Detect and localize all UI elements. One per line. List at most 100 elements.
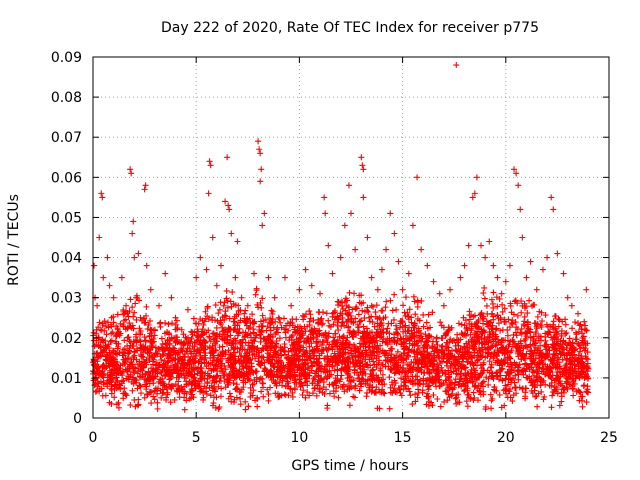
data-point: [408, 327, 415, 334]
data-point: [528, 355, 535, 362]
data-point: [418, 369, 425, 376]
data-point: [475, 356, 482, 363]
data-point: [263, 372, 270, 379]
data-point: [370, 358, 377, 365]
data-point: [377, 367, 384, 374]
data-point: [105, 341, 112, 348]
data-point: [333, 356, 340, 363]
data-point: [103, 331, 110, 338]
data-point: [458, 330, 465, 337]
data-point: [192, 320, 199, 327]
data-point: [410, 324, 417, 331]
data-point: [250, 329, 257, 336]
data-point: [516, 361, 523, 368]
data-point: [216, 333, 223, 340]
data-point: [268, 373, 275, 380]
data-point: [252, 397, 259, 404]
data-point: [252, 355, 259, 362]
data-point: [331, 393, 338, 400]
data-point: [425, 352, 432, 359]
data-point: [557, 381, 564, 388]
data-point: [335, 359, 342, 366]
data-point: [329, 270, 336, 277]
data-point: [314, 347, 321, 354]
data-point: [133, 331, 140, 338]
data-point: [532, 339, 539, 346]
data-point: [108, 330, 115, 337]
data-point: [291, 326, 298, 333]
data-point: [96, 385, 103, 392]
data-point: [113, 374, 120, 381]
data-point: [274, 390, 281, 397]
data-point: [138, 352, 145, 359]
data-point: [571, 346, 578, 353]
data-point: [486, 358, 493, 365]
data-point: [580, 344, 587, 351]
data-point: [207, 162, 214, 169]
data-point: [583, 399, 590, 406]
data-point: [564, 373, 571, 380]
data-point: [372, 313, 379, 320]
data-point: [150, 375, 157, 382]
data-point: [247, 384, 254, 391]
data-point: [104, 254, 111, 261]
data-point: [337, 254, 344, 261]
data-point: [513, 390, 520, 397]
data-point: [142, 319, 149, 326]
data-point: [291, 379, 298, 386]
data-point: [409, 342, 416, 349]
data-point: [429, 374, 436, 381]
data-point: [225, 202, 232, 209]
data-point: [496, 295, 503, 302]
data-point: [306, 308, 313, 315]
data-point: [497, 316, 504, 323]
data-point: [263, 327, 270, 334]
data-point: [489, 322, 496, 329]
data-point: [547, 356, 554, 363]
data-point: [398, 383, 405, 390]
data-point: [269, 340, 276, 347]
data-point: [486, 320, 493, 327]
data-point: [141, 186, 148, 193]
data-point: [230, 300, 237, 307]
data-point: [411, 320, 418, 327]
data-point: [246, 315, 253, 322]
data-point: [502, 278, 509, 285]
data-point: [247, 324, 254, 331]
data-point: [345, 359, 352, 366]
data-point: [436, 383, 443, 390]
data-point: [435, 354, 442, 361]
data-point: [554, 250, 561, 257]
data-point: [480, 388, 487, 395]
data-point: [219, 351, 226, 358]
data-point: [125, 373, 132, 380]
data-point: [540, 377, 547, 384]
y-tick-label: 0.05: [51, 210, 82, 226]
data-point: [190, 366, 197, 373]
data-point: [179, 348, 186, 355]
data-point: [211, 354, 218, 361]
data-point: [341, 388, 348, 395]
data-point: [158, 370, 165, 377]
data-point: [463, 356, 470, 363]
data-point: [98, 371, 105, 378]
data-point: [133, 316, 140, 323]
data-point: [257, 299, 264, 306]
data-point: [130, 374, 137, 381]
data-point: [130, 380, 137, 387]
data-point: [569, 376, 576, 383]
data-point: [250, 319, 257, 326]
data-point: [503, 318, 510, 325]
data-point: [420, 348, 427, 355]
data-point: [365, 308, 372, 315]
data-point: [140, 364, 147, 371]
data-point: [386, 405, 393, 412]
data-point: [116, 349, 123, 356]
data-point: [374, 286, 381, 293]
data-point: [276, 393, 283, 400]
data-point: [282, 392, 289, 399]
data-point: [212, 302, 219, 309]
data-point: [417, 381, 424, 388]
data-point: [190, 374, 197, 381]
data-point: [146, 317, 153, 324]
